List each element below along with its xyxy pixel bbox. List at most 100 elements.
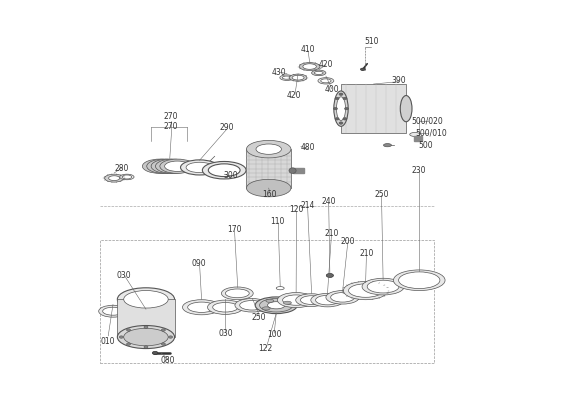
Ellipse shape [240, 300, 264, 310]
Ellipse shape [105, 174, 124, 182]
Text: 300: 300 [223, 171, 238, 180]
Ellipse shape [398, 272, 440, 288]
Ellipse shape [144, 346, 148, 348]
Text: 410: 410 [301, 45, 315, 54]
Ellipse shape [282, 76, 291, 79]
Ellipse shape [119, 336, 123, 338]
Text: 500: 500 [418, 141, 432, 150]
Text: 030: 030 [218, 328, 233, 338]
Ellipse shape [161, 343, 165, 345]
Ellipse shape [335, 118, 339, 120]
Ellipse shape [169, 336, 173, 338]
Text: 080: 080 [161, 356, 175, 365]
Ellipse shape [124, 328, 168, 346]
Ellipse shape [335, 97, 339, 100]
Ellipse shape [161, 329, 165, 331]
Ellipse shape [280, 75, 294, 80]
Text: 390: 390 [392, 76, 406, 85]
Ellipse shape [384, 144, 392, 147]
Polygon shape [341, 84, 406, 134]
Ellipse shape [117, 288, 174, 311]
Ellipse shape [335, 96, 347, 122]
Text: 270: 270 [164, 122, 178, 131]
Bar [414, 136, 422, 141]
Ellipse shape [152, 351, 158, 354]
Ellipse shape [98, 305, 127, 317]
Text: 250: 250 [374, 190, 389, 198]
Ellipse shape [246, 179, 291, 197]
Ellipse shape [182, 300, 221, 315]
Ellipse shape [299, 62, 320, 70]
Ellipse shape [318, 78, 334, 84]
Text: 500/020: 500/020 [411, 117, 444, 126]
Ellipse shape [165, 161, 190, 171]
Ellipse shape [339, 93, 343, 96]
Text: 250: 250 [252, 313, 267, 322]
Text: 210: 210 [324, 229, 338, 238]
Ellipse shape [144, 326, 148, 328]
Text: 240: 240 [321, 198, 336, 206]
Text: 200: 200 [341, 237, 355, 246]
Ellipse shape [295, 294, 328, 306]
Ellipse shape [334, 91, 348, 126]
Ellipse shape [367, 280, 399, 293]
Text: 230: 230 [412, 166, 427, 175]
Ellipse shape [160, 161, 186, 171]
Ellipse shape [284, 301, 291, 304]
Text: 420: 420 [319, 60, 333, 70]
Polygon shape [117, 299, 174, 337]
Ellipse shape [262, 307, 270, 310]
Ellipse shape [156, 161, 181, 171]
Ellipse shape [343, 97, 347, 100]
Ellipse shape [333, 108, 337, 110]
Ellipse shape [345, 108, 349, 110]
Text: 122: 122 [258, 344, 272, 354]
Ellipse shape [246, 140, 291, 158]
Ellipse shape [188, 302, 216, 312]
Ellipse shape [326, 274, 333, 278]
Ellipse shape [124, 290, 168, 308]
Text: 290: 290 [220, 123, 234, 132]
Ellipse shape [303, 64, 316, 69]
Ellipse shape [203, 162, 246, 179]
Text: 400: 400 [324, 85, 339, 94]
Polygon shape [246, 149, 291, 188]
Bar [293, 168, 303, 173]
Ellipse shape [208, 164, 240, 176]
Text: 120: 120 [289, 206, 303, 214]
Text: 090: 090 [191, 259, 206, 268]
Text: 420: 420 [287, 92, 301, 100]
Ellipse shape [156, 159, 190, 173]
Ellipse shape [143, 159, 177, 173]
Ellipse shape [147, 161, 173, 171]
Text: 100: 100 [267, 330, 281, 339]
Ellipse shape [225, 289, 249, 298]
Ellipse shape [127, 329, 131, 331]
Ellipse shape [102, 307, 123, 315]
Ellipse shape [186, 162, 213, 172]
Ellipse shape [109, 176, 120, 180]
Ellipse shape [120, 174, 134, 180]
Text: 010: 010 [100, 336, 115, 346]
Ellipse shape [255, 297, 297, 314]
Ellipse shape [235, 298, 269, 312]
Ellipse shape [362, 278, 404, 295]
Ellipse shape [393, 270, 445, 290]
Text: 500/010: 500/010 [415, 129, 448, 138]
Ellipse shape [208, 300, 243, 314]
Text: 280: 280 [115, 164, 129, 173]
Ellipse shape [117, 326, 174, 348]
Ellipse shape [277, 292, 315, 308]
Ellipse shape [321, 79, 331, 83]
Ellipse shape [314, 71, 323, 74]
Ellipse shape [344, 282, 388, 300]
Text: 214: 214 [301, 202, 315, 210]
Ellipse shape [147, 159, 182, 173]
Ellipse shape [213, 302, 238, 312]
Ellipse shape [292, 75, 304, 80]
Ellipse shape [127, 343, 131, 345]
Ellipse shape [282, 295, 310, 305]
Ellipse shape [301, 296, 323, 304]
Text: 210: 210 [359, 249, 374, 258]
Ellipse shape [268, 302, 285, 309]
